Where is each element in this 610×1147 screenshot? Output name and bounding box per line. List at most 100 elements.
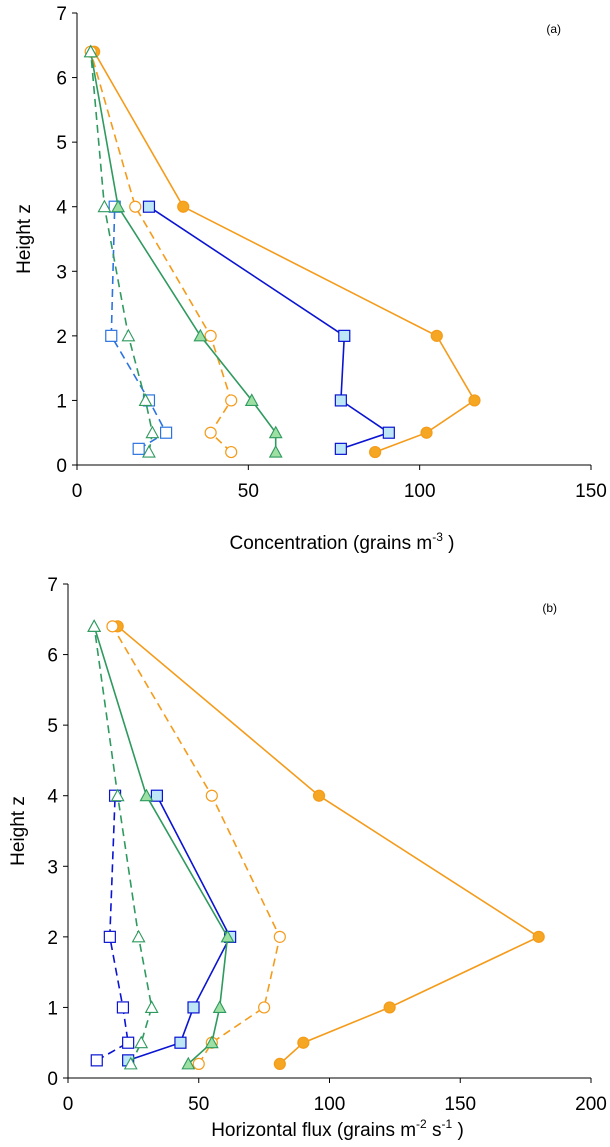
y-tick-label: 4	[47, 787, 58, 808]
data-point-triangle	[142, 444, 156, 458]
data-point-circle	[258, 1001, 271, 1014]
series-4	[87, 619, 235, 1070]
x-tick-label: 50	[188, 1094, 209, 1115]
data-point-triangle	[83, 44, 98, 58]
data-point-circle	[420, 426, 433, 439]
x-axis-title: Horizontal flux (grains m-2 s-1 )	[211, 1117, 464, 1141]
data-point-circle	[129, 200, 142, 213]
y-tick-label: 2	[56, 327, 67, 348]
data-point-circle	[383, 1001, 396, 1014]
series-line	[93, 626, 229, 1065]
data-point-circle	[177, 200, 190, 213]
series-line	[117, 625, 541, 1065]
data-point-square	[338, 329, 351, 342]
data-point-triangle	[134, 1035, 149, 1049]
x-axis-title-text: Concentration (grains m	[229, 533, 432, 554]
data-point-triangle	[220, 929, 235, 943]
x-tick-label: 150	[575, 481, 607, 502]
chart-panel-0: 0 1 2 3 4 5 6 7 0 50 100 150 Concentration (grains m…	[14, 4, 607, 554]
x-axis-title-superscript: -1	[442, 1117, 453, 1131]
data-point-triangle	[97, 199, 112, 213]
y-tick-label: 3	[56, 262, 67, 283]
series-line	[93, 626, 153, 1065]
panel-label: (b)	[542, 601, 557, 615]
x-tick-label: 100	[314, 1094, 346, 1115]
data-point-triangle	[110, 788, 125, 802]
data-point-circle	[532, 930, 545, 943]
data-point-square	[159, 426, 173, 439]
data-point-circle	[273, 930, 286, 943]
series-2	[122, 789, 237, 1067]
x-axis-title-superscript: -2	[416, 1117, 427, 1131]
data-point-square	[132, 442, 145, 455]
y-axis-title: Height z	[14, 204, 35, 274]
series-line	[89, 51, 277, 453]
series-line	[148, 206, 391, 450]
y-tick-label: 0	[56, 456, 67, 477]
y-tick-label: 6	[47, 646, 58, 667]
data-point-circle	[106, 620, 119, 633]
data-point-circle	[204, 426, 217, 439]
data-point-circle	[192, 1057, 205, 1070]
data-point-circle	[369, 445, 382, 459]
x-tick-label: 150	[444, 1094, 476, 1115]
y-tick-label: 5	[56, 133, 67, 154]
data-point-triangle	[244, 393, 259, 406]
data-point-square	[122, 1036, 135, 1049]
data-point-triangle	[111, 199, 126, 213]
x-tick-label: 200	[575, 1094, 607, 1115]
series-line	[93, 51, 476, 453]
series-2	[142, 200, 395, 455]
y-tick-label: 6	[56, 69, 67, 90]
data-point-circle	[225, 445, 238, 459]
data-point-square	[142, 200, 156, 213]
series-line	[127, 795, 232, 1062]
data-point-square	[103, 930, 116, 943]
panel-label: (a)	[546, 22, 561, 36]
data-point-square	[174, 1036, 187, 1049]
data-point-triangle	[139, 788, 154, 802]
series-1	[84, 45, 238, 459]
x-axis-title-superscript: -3	[432, 530, 443, 544]
y-tick-label: 5	[47, 716, 58, 737]
data-point-circle	[205, 789, 218, 802]
y-tick-label: 1	[47, 998, 58, 1019]
data-point-square	[382, 426, 395, 439]
x-axis-title-text: )	[452, 1120, 464, 1141]
data-point-square	[90, 1054, 103, 1067]
x-axis-title-text: )	[443, 533, 455, 554]
data-point-circle	[468, 394, 481, 407]
data-point-circle	[297, 1036, 310, 1049]
data-point-triangle	[268, 425, 283, 439]
data-point-circle	[312, 789, 326, 802]
data-point-square	[334, 394, 347, 407]
y-tick-label: 7	[47, 575, 58, 596]
data-point-triangle	[212, 1000, 227, 1013]
data-point-triangle	[131, 929, 146, 943]
data-point-triangle	[145, 425, 160, 439]
data-point-triangle	[87, 619, 102, 632]
data-point-triangle	[121, 328, 136, 342]
data-point-triangle	[123, 1056, 138, 1070]
data-point-circle	[204, 329, 217, 342]
x-tick-label: 0	[63, 1094, 74, 1115]
y-tick-label: 7	[56, 4, 67, 25]
series-0	[111, 620, 545, 1070]
x-axis-title-text: Horizontal flux (grains m	[211, 1120, 416, 1141]
data-point-triangle	[181, 1056, 196, 1070]
x-tick-label: 50	[238, 481, 259, 502]
data-point-circle	[225, 394, 238, 407]
x-tick-label: 0	[72, 481, 83, 502]
y-tick-label: 4	[56, 198, 67, 219]
data-point-square	[150, 789, 164, 802]
y-axis-title: Height z	[8, 796, 29, 866]
chart-panel-1: 0 1 2 3 4 5 6 7 0 50 100 150 200 Horizontal flux (gra…	[8, 575, 607, 1141]
series-5	[87, 619, 159, 1070]
y-tick-label: 2	[47, 928, 58, 949]
y-tick-label: 3	[47, 857, 58, 878]
data-point-square	[105, 329, 118, 342]
data-point-square	[187, 1001, 200, 1014]
data-point-triangle	[193, 328, 208, 342]
data-point-triangle	[204, 1035, 219, 1049]
